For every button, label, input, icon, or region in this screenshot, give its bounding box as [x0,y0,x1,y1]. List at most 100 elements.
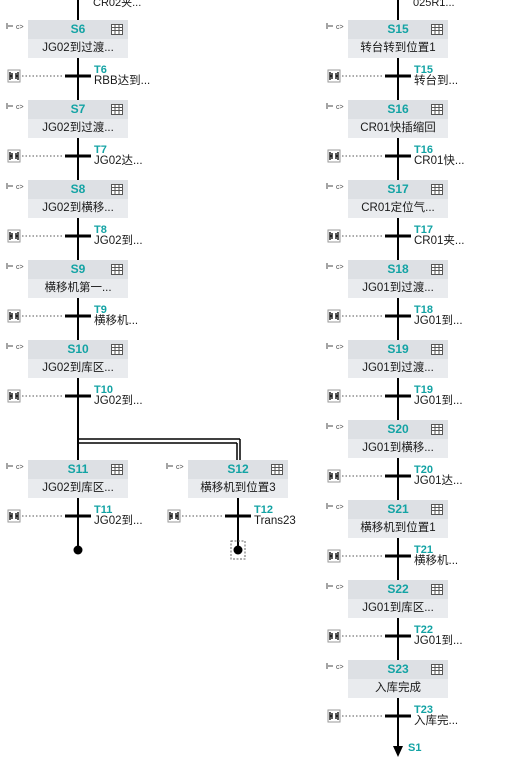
step-box[interactable]: S8 JG02到横移... [28,180,128,218]
transition-name[interactable]: T22 [414,624,433,636]
transition-description: CR01快... [414,155,465,167]
transition-condition-icon[interactable] [7,69,64,83]
step-table-icon[interactable] [111,24,123,35]
transition-condition-icon[interactable] [327,549,384,563]
transition-condition-icon[interactable] [7,229,64,243]
step-action-icon[interactable]: c> [326,583,344,591]
transition-condition-icon[interactable] [327,69,384,83]
step-table-icon[interactable] [111,184,123,195]
step-name: S15 [387,22,409,36]
transition-name[interactable]: T19 [414,384,433,396]
step-table-icon[interactable] [431,104,443,115]
step-table-icon[interactable] [271,464,283,475]
transition-condition-icon[interactable] [327,709,384,723]
transition-name[interactable]: T9 [94,304,107,316]
step-action-icon[interactable]: c> [326,343,344,351]
step-box[interactable]: S9 横移机第一... [28,260,128,298]
step-table-icon[interactable] [111,344,123,355]
transition-description: CR01夹... [414,235,465,247]
transition-condition-icon[interactable] [167,509,224,523]
step-action-icon[interactable]: c> [326,23,344,31]
transition-name[interactable]: T21 [414,544,433,556]
step-table-icon[interactable] [111,464,123,475]
step-box[interactable]: S15 转台转到位置1 [348,20,448,58]
transition-condition-icon[interactable] [327,629,384,643]
transition-description: JG02达... [94,155,143,167]
step-box[interactable]: S12 横移机到位置3 [188,460,288,498]
step-table-icon[interactable] [431,584,443,595]
svg-text:c>: c> [16,344,24,351]
step-action-icon[interactable]: c> [326,183,344,191]
step-name: S12 [227,462,249,476]
step-action-icon[interactable]: c> [6,103,24,111]
transition-name[interactable]: T17 [414,224,433,236]
transition-condition-icon[interactable] [327,469,384,483]
step-box[interactable]: S6 JG02到过渡... [28,20,128,58]
step-box[interactable]: S21 横移机到位置1 [348,500,448,538]
step-table-icon[interactable] [431,184,443,195]
step-description: CR01定位气... [348,199,448,218]
step-table-icon[interactable] [431,24,443,35]
step-action-icon[interactable]: c> [166,463,184,471]
step-box[interactable]: S10 JG02到库区... [28,340,128,378]
transition-condition-icon[interactable] [7,309,64,323]
selection-box [230,540,246,560]
step-box[interactable]: S17 CR01定位气... [348,180,448,218]
step-box[interactable]: S19 JG01到过渡... [348,340,448,378]
step-box[interactable]: S18 JG01到过渡... [348,260,448,298]
step-action-icon[interactable]: c> [326,423,344,431]
transition-description: JG01到... [414,635,463,647]
cutoff-text: 025R1... [413,0,455,9]
step-action-icon[interactable]: c> [6,263,24,271]
step-table-icon[interactable] [431,424,443,435]
transition-name[interactable]: T6 [94,64,107,76]
jump-target-label[interactable]: S1 [408,742,422,754]
step-description: JG02到横移... [28,199,128,218]
svg-text:c>: c> [16,264,24,271]
step-table-icon[interactable] [431,264,443,275]
step-action-icon[interactable]: c> [326,103,344,111]
step-name: S16 [387,102,409,116]
transition-name[interactable]: T10 [94,384,113,396]
transition-name[interactable]: T8 [94,224,107,236]
transition-name[interactable]: T11 [94,504,113,516]
transition-condition-icon[interactable] [327,229,384,243]
step-table-icon[interactable] [431,504,443,515]
step-table-icon[interactable] [431,344,443,355]
step-description: 转台转到位置1 [348,39,448,58]
step-action-icon[interactable]: c> [6,343,24,351]
transition-name[interactable]: T20 [414,464,433,476]
svg-text:c>: c> [336,344,344,351]
step-action-icon[interactable]: c> [326,663,344,671]
transition-name[interactable]: T18 [414,304,433,316]
step-table-icon[interactable] [111,104,123,115]
step-action-icon[interactable]: c> [6,183,24,191]
step-description: JG01到过渡... [348,279,448,298]
step-box[interactable]: S7 JG02到过渡... [28,100,128,138]
step-box[interactable]: S11 JG02到库区... [28,460,128,498]
transition-name[interactable]: T16 [414,144,433,156]
step-action-icon[interactable]: c> [6,463,24,471]
step-box[interactable]: S20 JG01到横移... [348,420,448,458]
transition-description: 转台到... [414,75,459,87]
transition-condition-icon[interactable] [327,149,384,163]
transition-name[interactable]: T15 [414,64,433,76]
transition-condition-icon[interactable] [7,149,64,163]
step-action-icon[interactable]: c> [326,263,344,271]
step-box[interactable]: S16 CR01快插缩回 [348,100,448,138]
step-table-icon[interactable] [111,264,123,275]
step-action-icon[interactable]: c> [326,503,344,511]
step-box[interactable]: S22 JG01到库区... [348,580,448,618]
step-table-icon[interactable] [431,664,443,675]
transition-name[interactable]: T7 [94,144,107,156]
step-action-icon[interactable]: c> [6,23,24,31]
transition-name[interactable]: T12 [254,504,273,516]
transition-name[interactable]: T23 [414,704,433,716]
step-box[interactable]: S23 入库完成 [348,660,448,698]
transition-condition-icon[interactable] [327,309,384,323]
transition-condition-icon[interactable] [7,389,64,403]
svg-text:c>: c> [336,104,344,111]
transition-condition-icon[interactable] [327,389,384,403]
transition-condition-icon[interactable] [7,509,64,523]
